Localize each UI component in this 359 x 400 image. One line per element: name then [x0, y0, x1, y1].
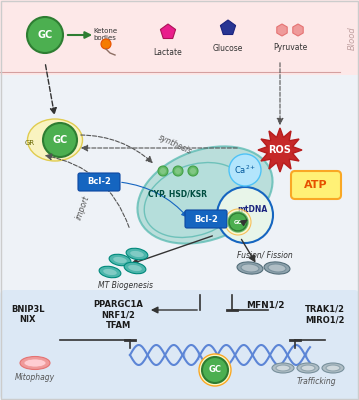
Circle shape [202, 357, 228, 383]
Ellipse shape [326, 365, 340, 371]
Polygon shape [258, 128, 302, 172]
Text: Ca$^{2+}$: Ca$^{2+}$ [234, 164, 256, 176]
FancyBboxPatch shape [78, 173, 120, 191]
Circle shape [228, 212, 248, 232]
FancyBboxPatch shape [0, 290, 359, 400]
Text: ATP: ATP [304, 180, 328, 190]
Ellipse shape [276, 365, 290, 371]
Text: Lactate: Lactate [154, 48, 182, 57]
FancyBboxPatch shape [291, 171, 341, 199]
Ellipse shape [113, 256, 127, 264]
Text: Fusion/ Fission: Fusion/ Fission [237, 250, 293, 260]
Circle shape [229, 154, 261, 186]
Circle shape [160, 168, 166, 174]
Text: GC: GC [209, 366, 222, 374]
Ellipse shape [28, 119, 83, 161]
Ellipse shape [268, 264, 286, 272]
Text: Bcl-2: Bcl-2 [87, 178, 111, 186]
Ellipse shape [20, 356, 50, 370]
Ellipse shape [126, 248, 148, 260]
Circle shape [158, 166, 168, 176]
Circle shape [27, 17, 63, 53]
Circle shape [229, 213, 247, 231]
Ellipse shape [144, 162, 246, 238]
Ellipse shape [24, 359, 46, 367]
Circle shape [225, 209, 251, 235]
Text: import: import [74, 195, 92, 221]
Text: CYP, HSD/KSR: CYP, HSD/KSR [149, 190, 208, 200]
Circle shape [101, 39, 111, 49]
Polygon shape [277, 24, 287, 36]
Text: mtDNA: mtDNA [237, 206, 267, 214]
Ellipse shape [103, 268, 117, 276]
Text: Mitophagy: Mitophagy [15, 374, 55, 382]
Ellipse shape [264, 262, 290, 274]
Text: Pyruvate: Pyruvate [273, 43, 307, 52]
Text: GR: GR [25, 140, 35, 146]
Text: BNIP3L
NIX: BNIP3L NIX [11, 305, 45, 324]
FancyBboxPatch shape [185, 210, 227, 228]
Polygon shape [160, 24, 176, 38]
Circle shape [175, 168, 181, 174]
Ellipse shape [109, 254, 131, 266]
Ellipse shape [99, 266, 121, 278]
Ellipse shape [297, 363, 319, 373]
Ellipse shape [241, 264, 259, 272]
Ellipse shape [137, 146, 272, 244]
Ellipse shape [272, 363, 294, 373]
Text: PPARGC1A
NRF1/2
TFAM: PPARGC1A NRF1/2 TFAM [93, 300, 143, 330]
Ellipse shape [124, 262, 146, 274]
Text: GC: GC [52, 135, 67, 145]
Text: MFN1/2: MFN1/2 [246, 300, 284, 309]
Ellipse shape [237, 262, 263, 274]
Text: Blood: Blood [348, 26, 356, 50]
Ellipse shape [322, 363, 344, 373]
Circle shape [217, 187, 273, 243]
Text: Bcl-2: Bcl-2 [194, 214, 218, 224]
Text: ROS: ROS [269, 145, 292, 155]
Circle shape [188, 166, 198, 176]
Ellipse shape [301, 365, 315, 371]
Polygon shape [220, 20, 236, 34]
Text: GC: GC [37, 30, 53, 40]
Text: Trafficking: Trafficking [296, 378, 336, 386]
Text: TRAK1/2
MIRO1/2: TRAK1/2 MIRO1/2 [305, 305, 345, 324]
Ellipse shape [130, 250, 144, 258]
Text: Ketone
bodies: Ketone bodies [93, 28, 117, 41]
Circle shape [190, 168, 196, 174]
Text: MT Biogenesis: MT Biogenesis [98, 280, 153, 290]
Text: Glucose: Glucose [213, 44, 243, 53]
FancyBboxPatch shape [0, 0, 359, 75]
FancyBboxPatch shape [0, 75, 359, 400]
Circle shape [199, 354, 231, 386]
Text: synthesis: synthesis [157, 133, 193, 157]
Ellipse shape [127, 264, 143, 272]
Polygon shape [293, 24, 303, 36]
Text: GC: GC [234, 220, 242, 224]
Circle shape [173, 166, 183, 176]
Circle shape [43, 123, 77, 157]
